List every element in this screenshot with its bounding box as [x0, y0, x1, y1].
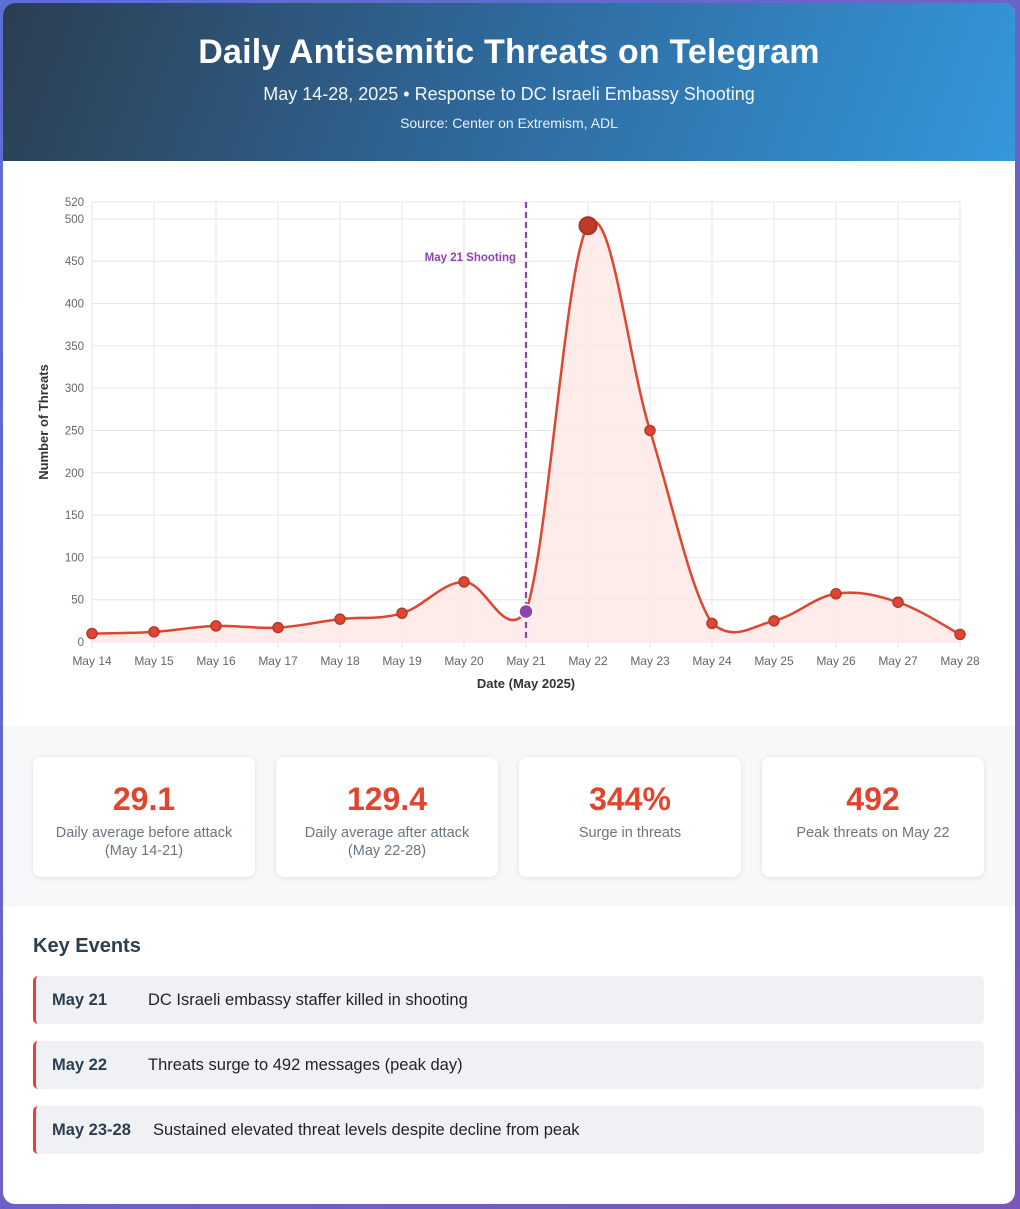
data-point: [148, 626, 160, 638]
stat-value: 492: [846, 781, 900, 817]
y-axis-title: Number of Threats: [36, 364, 51, 480]
x-tick-label: May 20: [444, 654, 484, 668]
data-point: [210, 620, 222, 632]
y-tick-label: 450: [65, 256, 84, 268]
data-point: [458, 576, 470, 588]
stat-card-surge: 344% Surge in threats: [519, 757, 741, 877]
data-point-annotated: [518, 603, 534, 620]
data-point: [86, 627, 98, 640]
y-tick-label: 50: [71, 595, 84, 607]
data-point: [272, 621, 284, 634]
stat-card-after: 129.4 Daily average after attack (May 22…: [276, 757, 498, 877]
stat-label: Daily average after attack (May 22-28): [276, 824, 498, 860]
y-tick-label: 520: [65, 197, 84, 209]
key-events-title: Key Events: [33, 935, 141, 957]
y-tick-label: 100: [65, 552, 84, 564]
dashboard-card: Daily Antisemitic Threats on Telegram Ma…: [3, 3, 1015, 1204]
stat-label: Daily average before attack (May 14-21): [33, 824, 255, 860]
data-point: [644, 424, 656, 437]
event-date: May 23-28: [52, 1120, 131, 1139]
data-point: [892, 596, 904, 608]
data-point: [396, 607, 408, 619]
x-tick-label: May 23: [630, 654, 670, 668]
x-tick-label: May 19: [382, 654, 422, 668]
stat-label: Peak threats on May 22: [762, 824, 984, 842]
x-tick-label: May 25: [754, 654, 794, 668]
stat-card-peak: 492 Peak threats on May 22: [762, 757, 984, 877]
event-text: DC Israeli embassy staffer killed in sho…: [148, 990, 468, 1009]
x-tick-label: May 26: [816, 654, 856, 668]
x-tick-label: May 22: [568, 654, 608, 668]
y-tick-label: 0: [78, 637, 84, 649]
event-text: Threats surge to 492 messages (peak day): [148, 1055, 463, 1074]
source-note: Source: Center on Extremism, ADL: [400, 115, 618, 131]
x-tick-label: May 18: [320, 654, 360, 668]
y-tick-label: 150: [65, 510, 84, 522]
data-point: [334, 613, 346, 625]
y-tick-label: 300: [65, 383, 84, 395]
x-tick-label: May 17: [258, 654, 298, 668]
series-area-fill: [92, 221, 960, 642]
stat-label: Surge in threats: [519, 824, 741, 842]
annotation-label: May 21 Shooting: [425, 252, 516, 264]
stat-label-line: Daily average after attack: [304, 825, 470, 841]
chart-area: 0 50 100 150 200 250 300 350 400 450 500 520 May 14 M…: [3, 161, 1015, 726]
data-point: [706, 617, 718, 630]
event-date: May 22: [52, 1055, 108, 1074]
x-tick-label: May 21: [506, 654, 546, 668]
x-axis-title: Date (May 2025): [477, 676, 575, 691]
stat-label-line: Daily average before attack: [55, 825, 233, 841]
stats-section: 29.1 Daily average before attack (May 14…: [3, 726, 1015, 906]
y-tick-label: 200: [65, 468, 84, 480]
data-point: [830, 588, 842, 600]
stat-label-line: Peak threats on May 22: [796, 825, 950, 841]
stat-value: 129.4: [346, 781, 428, 817]
page-title: Daily Antisemitic Threats on Telegram: [198, 33, 820, 71]
key-events-section: Key Events May 21 DC Israeli embassy sta…: [33, 935, 984, 1171]
page-subtitle: May 14-28, 2025 • Response to DC Israeli…: [263, 84, 755, 104]
data-point-peak: [578, 216, 598, 236]
y-tick-label: 350: [65, 341, 84, 353]
event-item: May 21 DC Israeli embassy staffer killed…: [33, 976, 984, 1024]
event-date: May 21: [52, 990, 108, 1009]
event-item: May 22 Threats surge to 492 messages (pe…: [33, 1041, 984, 1089]
y-tick-label: 400: [65, 299, 84, 311]
stat-value: 29.1: [112, 781, 176, 817]
event-item: May 23-28 Sustained elevated threat leve…: [33, 1106, 984, 1154]
stat-card-before: 29.1 Daily average before attack (May 14…: [33, 757, 255, 877]
x-tick-label: May 24: [692, 654, 732, 668]
data-point: [768, 615, 780, 627]
stat-label-line: (May 22-28): [347, 843, 427, 859]
x-tick-label: May 14: [72, 654, 112, 668]
stat-value: 344%: [589, 781, 671, 817]
x-tick-label: May 15: [134, 654, 174, 668]
x-tick-label: May 28: [940, 654, 980, 668]
event-text: Sustained elevated threat levels despite…: [153, 1120, 580, 1139]
data-point: [954, 628, 966, 641]
x-tick-label: May 16: [196, 654, 236, 668]
header: Daily Antisemitic Threats on Telegram Ma…: [3, 3, 1015, 161]
threats-line-chart: 0 50 100 150 200 250 300 350 400 450 500 520 May 14 M…: [36, 197, 980, 691]
stat-label-line: (May 14-21): [104, 843, 184, 859]
stat-label-line: Surge in threats: [578, 825, 682, 841]
x-tick-label: May 27: [878, 654, 918, 668]
y-tick-label: 250: [65, 425, 84, 437]
y-tick-label: 500: [65, 214, 84, 226]
